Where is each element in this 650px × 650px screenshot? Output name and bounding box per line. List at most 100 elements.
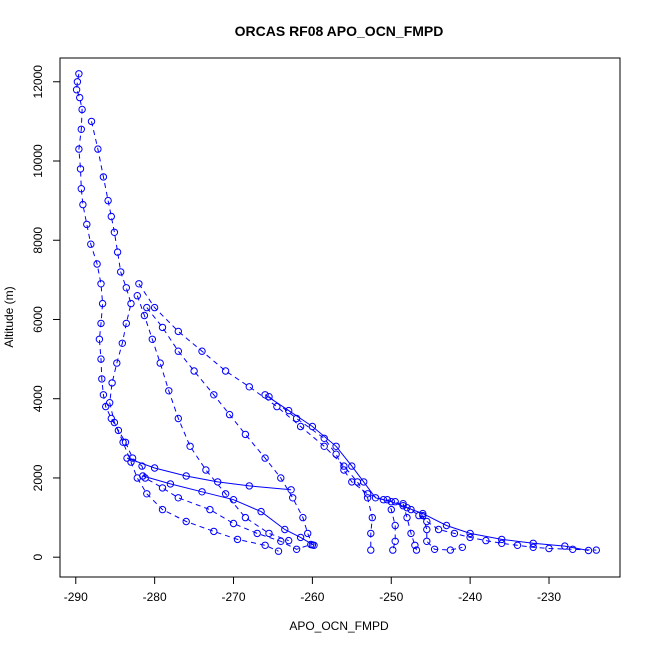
data-point — [383, 496, 391, 504]
data-point — [592, 546, 600, 554]
data-point — [133, 292, 142, 300]
data-point — [458, 543, 466, 551]
data-point — [391, 498, 399, 506]
data-point — [83, 220, 91, 229]
data-point — [150, 303, 159, 312]
profile-series-5 — [135, 280, 376, 554]
data-point — [241, 513, 250, 522]
data-point — [367, 546, 375, 554]
data-point — [399, 502, 407, 510]
data-point — [113, 248, 122, 256]
data-point — [419, 511, 427, 520]
data-point — [399, 500, 407, 508]
data-point — [143, 490, 151, 498]
profile-series-7 — [265, 393, 600, 554]
series-line — [268, 396, 597, 551]
data-point — [127, 458, 135, 466]
data-point — [391, 521, 399, 530]
data-point — [97, 319, 105, 328]
data-point — [253, 529, 261, 538]
x-tick-label: -280 — [143, 590, 167, 604]
data-point — [442, 521, 451, 530]
data-point — [241, 430, 250, 439]
x-axis-label: APO_OCN_FMPD — [289, 619, 389, 633]
data-point — [139, 472, 147, 480]
data-point — [114, 426, 123, 435]
data-point — [545, 544, 553, 553]
profile-series-8 — [383, 496, 399, 554]
data-point — [513, 541, 522, 549]
data-point — [569, 545, 577, 553]
data-point — [190, 367, 198, 375]
data-point — [122, 284, 131, 292]
data-point — [363, 494, 372, 502]
data-point — [387, 505, 395, 514]
data-point — [158, 323, 167, 332]
data-point — [245, 383, 254, 391]
data-point — [73, 78, 82, 86]
data-point — [75, 145, 83, 153]
data-point — [87, 117, 96, 126]
data-point — [158, 484, 167, 492]
data-point — [97, 355, 105, 363]
data-point — [79, 200, 87, 209]
data-point — [106, 399, 114, 407]
y-tick-label: 6000 — [31, 306, 45, 333]
data-point — [93, 260, 101, 268]
data-point — [277, 474, 285, 482]
data-point — [245, 482, 254, 490]
data-point — [363, 490, 372, 498]
data-point — [198, 347, 206, 355]
series-line — [76, 73, 311, 550]
data-point — [292, 545, 301, 553]
data-point — [423, 525, 431, 534]
data-point — [561, 542, 569, 550]
data-point — [412, 546, 421, 554]
data-point — [128, 454, 137, 462]
plot-frame — [59, 57, 621, 578]
x-tick-label: -250 — [379, 590, 403, 604]
data-point — [482, 536, 490, 545]
plot-area — [72, 70, 600, 555]
y-tick-label: 0 — [31, 554, 45, 561]
data-point — [332, 450, 340, 458]
data-point — [221, 367, 230, 375]
data-point — [174, 327, 183, 336]
data-point — [340, 462, 348, 470]
x-tick-label: -270 — [222, 590, 246, 604]
data-point — [403, 513, 411, 522]
data-point — [97, 280, 105, 288]
data-point — [261, 454, 269, 462]
data-point — [210, 527, 218, 536]
profile-series-3 — [133, 292, 293, 545]
data-point — [221, 490, 230, 498]
data-point — [99, 391, 108, 399]
data-point — [320, 434, 328, 442]
data-point — [281, 525, 289, 534]
data-point — [296, 533, 305, 542]
data-point — [138, 462, 146, 470]
y-tick-label: 12000 — [31, 65, 45, 99]
profile-series-2 — [87, 117, 283, 555]
chart-title: ORCAS RF08 APO_OCN_FMPD — [235, 23, 444, 39]
data-point — [122, 319, 131, 328]
data-point — [77, 125, 86, 134]
data-point — [446, 546, 455, 554]
data-point — [95, 335, 104, 343]
data-point — [76, 93, 84, 102]
data-point — [94, 145, 102, 153]
data-point — [104, 196, 112, 205]
data-point — [182, 517, 190, 526]
x-tick-label: -240 — [458, 590, 482, 604]
data-point — [379, 496, 388, 504]
data-point — [367, 529, 375, 538]
data-point — [117, 268, 125, 276]
data-point — [158, 505, 167, 514]
data-point — [119, 438, 127, 446]
data-point — [340, 466, 348, 474]
data-point — [450, 529, 459, 538]
data-point — [98, 375, 106, 383]
data-point — [360, 478, 368, 486]
data-point — [304, 529, 312, 538]
profile-series-11 — [123, 454, 295, 494]
